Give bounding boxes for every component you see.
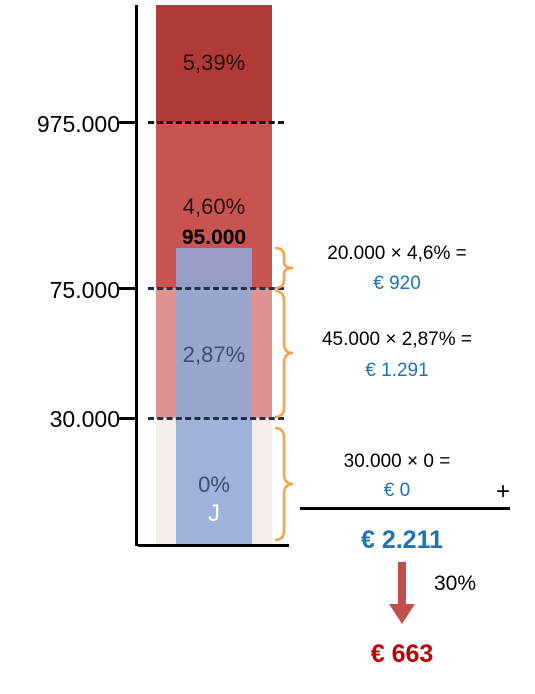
calc-formula-2: 45.000 × 2,87% = — [321, 329, 472, 350]
rate-label-top: 5,39% — [182, 50, 246, 75]
dashed-line-975000 — [148, 121, 284, 124]
rate-label-0: 0% — [198, 472, 230, 497]
income-amount-label: 95.000 — [181, 226, 247, 249]
calc-formula-1: 20.000 × 4,6% = — [327, 243, 467, 264]
total-amount: € 2.211 — [360, 526, 444, 554]
sum-line — [300, 507, 510, 510]
rate-label-2-87: 2,87% — [182, 342, 246, 367]
dashed-line-75000 — [148, 287, 284, 290]
sum-operator: + — [495, 478, 510, 505]
tax-percentage: 30% — [433, 572, 477, 595]
calc-result-3: € 0 — [383, 480, 411, 501]
band-top — [156, 5, 272, 122]
tick-label-75000: 75.000 — [49, 277, 120, 303]
final-amount: € 663 — [370, 640, 434, 668]
income-bar — [176, 248, 252, 544]
tick-975000 — [118, 121, 136, 124]
tick-label-975000: 975.000 — [36, 111, 120, 137]
dashed-line-30000 — [148, 417, 284, 420]
bracket-middle — [274, 289, 294, 419]
income-letter-label: J — [208, 500, 220, 527]
down-arrow-icon — [389, 562, 415, 624]
rate-label-4-60: 4,60% — [182, 194, 246, 219]
bracket-upper — [274, 246, 294, 290]
tick-label-30000: 30.000 — [49, 406, 120, 432]
x-axis-baseline — [138, 544, 289, 547]
calc-result-1: € 920 — [373, 273, 421, 294]
tick-30000 — [118, 417, 136, 420]
bracket-lower — [274, 426, 294, 542]
calc-formula-3: 30.000 × 0 = — [343, 451, 451, 472]
tick-75000 — [118, 287, 136, 290]
calc-result-2: € 1.291 — [365, 360, 429, 381]
y-axis — [135, 5, 138, 546]
